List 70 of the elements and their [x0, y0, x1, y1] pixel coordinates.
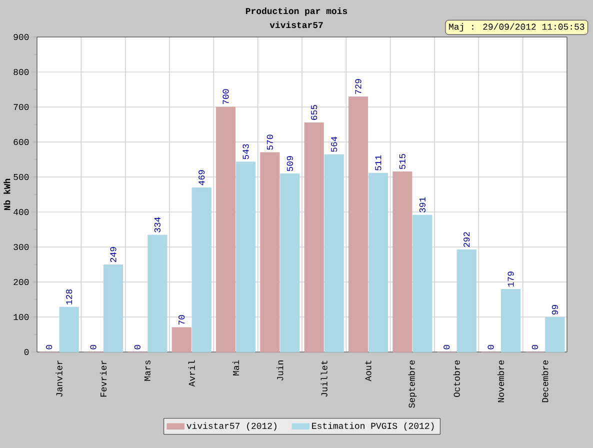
x-tick-label: Mars	[144, 360, 150, 381]
data-label: 729	[355, 79, 362, 94]
bar	[59, 306, 79, 352]
data-label: 469	[198, 170, 205, 186]
data-label: 70	[178, 315, 185, 325]
bar	[368, 172, 388, 352]
chart-subtitle: vivistar57	[270, 22, 323, 28]
data-label: 391	[419, 197, 426, 212]
data-label: 292	[464, 232, 470, 247]
x-tick-label: Janvier	[56, 360, 62, 397]
data-label: 570	[266, 134, 273, 150]
data-label: 334	[154, 217, 160, 232]
text: Maj : 29/09/2012 11:05:53	[449, 23, 584, 32]
bar	[324, 154, 344, 352]
data-label: 564	[331, 136, 338, 152]
y-tick-label: 900	[14, 34, 29, 40]
data-label: 179	[508, 272, 514, 287]
bar	[172, 327, 192, 352]
bar	[216, 106, 236, 352]
bar	[192, 188, 212, 352]
bar	[412, 214, 432, 352]
data-label: 99	[552, 305, 558, 315]
data-label: 0	[46, 344, 52, 350]
bar	[392, 171, 412, 352]
y-tick-label: 800	[14, 68, 29, 76]
y-tick-label: 700	[14, 104, 29, 110]
bar	[280, 174, 300, 352]
data-label: 0	[134, 344, 140, 350]
data-label: 0	[488, 344, 494, 350]
x-tick-label: Octobre	[453, 360, 460, 397]
x-tick-label: Novembre	[497, 360, 504, 402]
y-tick-label: 600	[14, 138, 29, 146]
data-label: 511	[375, 155, 382, 170]
bar	[348, 96, 368, 352]
legend-label: Estimation PVGIS (2012)	[312, 422, 434, 431]
y-tick-label: 300	[14, 244, 29, 250]
legend-label: vivistar57 (2012)	[186, 422, 276, 431]
x-tick-label: Juillet	[320, 360, 328, 397]
x-tick-label: Aout	[365, 360, 372, 382]
data-label: 249	[110, 247, 116, 262]
x-tick-label: Decembre	[542, 360, 548, 402]
y-tick-label: 100	[14, 314, 29, 320]
data-label: 0	[444, 344, 450, 350]
data-label: 128	[66, 289, 72, 304]
x-tick-label: Septembre	[408, 360, 417, 408]
data-label: 543	[242, 144, 249, 160]
data-label: 700	[222, 89, 229, 104]
data-label: 509	[286, 156, 293, 172]
chart-title: Production par mois	[246, 8, 348, 16]
x-tick-label: Fevrier	[100, 360, 107, 397]
data-label: 0	[532, 344, 538, 350]
data-label: 655	[311, 104, 318, 120]
bar	[236, 162, 256, 352]
bar	[304, 122, 324, 352]
y-tick-label: 500	[14, 174, 29, 180]
y-axis-title: Nb kWh	[4, 178, 10, 210]
bar	[103, 264, 124, 352]
y-tick-label: 200	[14, 278, 29, 286]
x-tick-label: Juin	[276, 360, 284, 381]
y-tick-label: 400	[14, 208, 29, 216]
data-label: 0	[90, 344, 96, 350]
bar	[260, 152, 280, 352]
x-tick-label: Avril	[188, 360, 195, 387]
bar	[456, 250, 476, 352]
x-tick-label: Mai	[232, 360, 240, 376]
data-label: 515	[399, 154, 406, 169]
bar	[148, 234, 168, 352]
bar	[500, 289, 521, 352]
bar	[545, 317, 565, 352]
y-tick-label: 0	[24, 348, 29, 356]
